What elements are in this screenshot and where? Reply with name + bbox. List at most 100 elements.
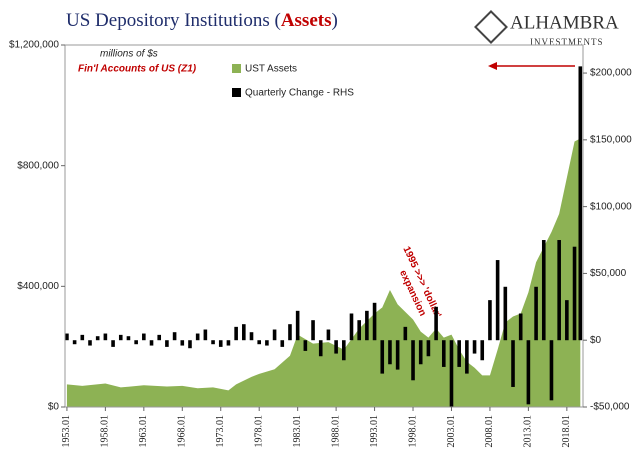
bar	[134, 340, 138, 345]
bar	[257, 340, 262, 345]
bar	[111, 340, 115, 347]
bar	[72, 340, 77, 345]
y2-tick-label: -$50,000	[590, 402, 630, 413]
bar	[380, 340, 385, 374]
bar	[103, 333, 108, 341]
bar	[95, 336, 100, 341]
bar	[65, 333, 69, 341]
plot-frame	[64, 44, 584, 408]
bar	[357, 320, 361, 341]
bar	[211, 340, 215, 345]
bar	[342, 340, 346, 361]
title-part: )	[331, 10, 337, 31]
x-tick-label: 1953.01	[61, 415, 72, 448]
title-part: US Depository Institutions (	[66, 10, 281, 31]
bar	[518, 313, 523, 341]
bar	[465, 340, 469, 374]
y2-tick-label: $50,000	[590, 268, 627, 279]
bar	[318, 340, 323, 357]
bar	[534, 286, 538, 341]
bar	[157, 334, 162, 341]
y2-tick-label: $200,000	[590, 68, 632, 79]
logo: ALHAMBRA INVESTMENTS	[474, 10, 619, 47]
legend-label: UST Assets	[245, 64, 297, 75]
bar	[365, 310, 369, 341]
x-tick-label: 2008.01	[484, 415, 495, 448]
bar	[142, 333, 146, 341]
bar	[188, 340, 192, 349]
logo-subtext: INVESTMENTS	[530, 37, 604, 47]
y-tick-label: $400,000	[17, 281, 59, 292]
bar	[403, 326, 408, 341]
bar	[388, 340, 392, 365]
x-tick-label: 1963.01	[138, 415, 149, 448]
bar	[488, 300, 492, 341]
bar	[549, 340, 554, 401]
legend-swatch	[232, 64, 241, 73]
bar	[395, 340, 400, 370]
bar	[311, 320, 315, 341]
bar	[165, 340, 169, 347]
bar	[578, 66, 583, 341]
bar	[411, 340, 415, 381]
bar	[303, 340, 308, 351]
bar	[118, 334, 123, 341]
bar	[172, 332, 177, 341]
bar	[195, 333, 200, 341]
bar	[441, 340, 446, 367]
x-tick-label: 1998.01	[407, 415, 418, 448]
bar	[449, 340, 454, 407]
x-tick-label: 2013.01	[523, 415, 534, 448]
y-tick-label: $0	[48, 402, 60, 413]
x-tick-label: 1983.01	[292, 415, 303, 448]
y-tick-label: $1,200,000	[9, 40, 59, 51]
x-tick-label: 1973.01	[215, 415, 226, 448]
bar	[149, 340, 154, 346]
y-tick-label: $800,000	[17, 160, 59, 171]
x-tick-label: 1968.01	[177, 415, 188, 448]
bar	[80, 334, 85, 341]
logo-mark	[474, 10, 508, 44]
bar	[526, 340, 531, 405]
arrow-head	[488, 62, 497, 70]
bar	[426, 340, 431, 357]
bar	[226, 340, 231, 346]
bar	[295, 310, 300, 341]
bar	[434, 306, 438, 341]
bar	[280, 340, 285, 347]
bar	[218, 340, 223, 347]
bar	[288, 324, 292, 341]
logo-text: ALHAMBRA	[510, 12, 619, 33]
bar	[88, 340, 92, 346]
chart-title: US Depository Institutions (Assets)	[66, 10, 338, 31]
x-tick-label: 2003.01	[446, 415, 457, 448]
plot	[65, 66, 583, 407]
y2-tick-label: $150,000	[590, 134, 632, 145]
y2-tick-label: $0	[590, 335, 602, 346]
bar	[418, 340, 423, 365]
x-tick-label: 1978.01	[253, 415, 264, 448]
title-emphasis: Assets	[281, 10, 332, 31]
legend-swatch	[232, 88, 241, 97]
bar	[472, 340, 477, 354]
x-tick-label: 1993.01	[369, 415, 380, 448]
bar	[457, 340, 461, 367]
bar	[572, 246, 577, 341]
bar	[334, 340, 338, 354]
bar	[557, 240, 561, 341]
bar	[480, 340, 485, 361]
x-tick-label: 1988.01	[330, 415, 341, 448]
x-tick-label: 1958.01	[100, 415, 111, 448]
annotation: Fin'l Accounts of US (Z1)	[78, 64, 197, 75]
bar	[511, 340, 515, 387]
bar	[234, 326, 238, 341]
bar	[495, 260, 500, 341]
bar	[249, 332, 254, 341]
annotation: millions of $s	[100, 49, 158, 60]
bar	[272, 329, 277, 341]
bar	[541, 240, 546, 341]
bar	[503, 286, 508, 341]
bar	[565, 300, 569, 341]
bar	[180, 340, 185, 346]
bar	[265, 340, 269, 346]
